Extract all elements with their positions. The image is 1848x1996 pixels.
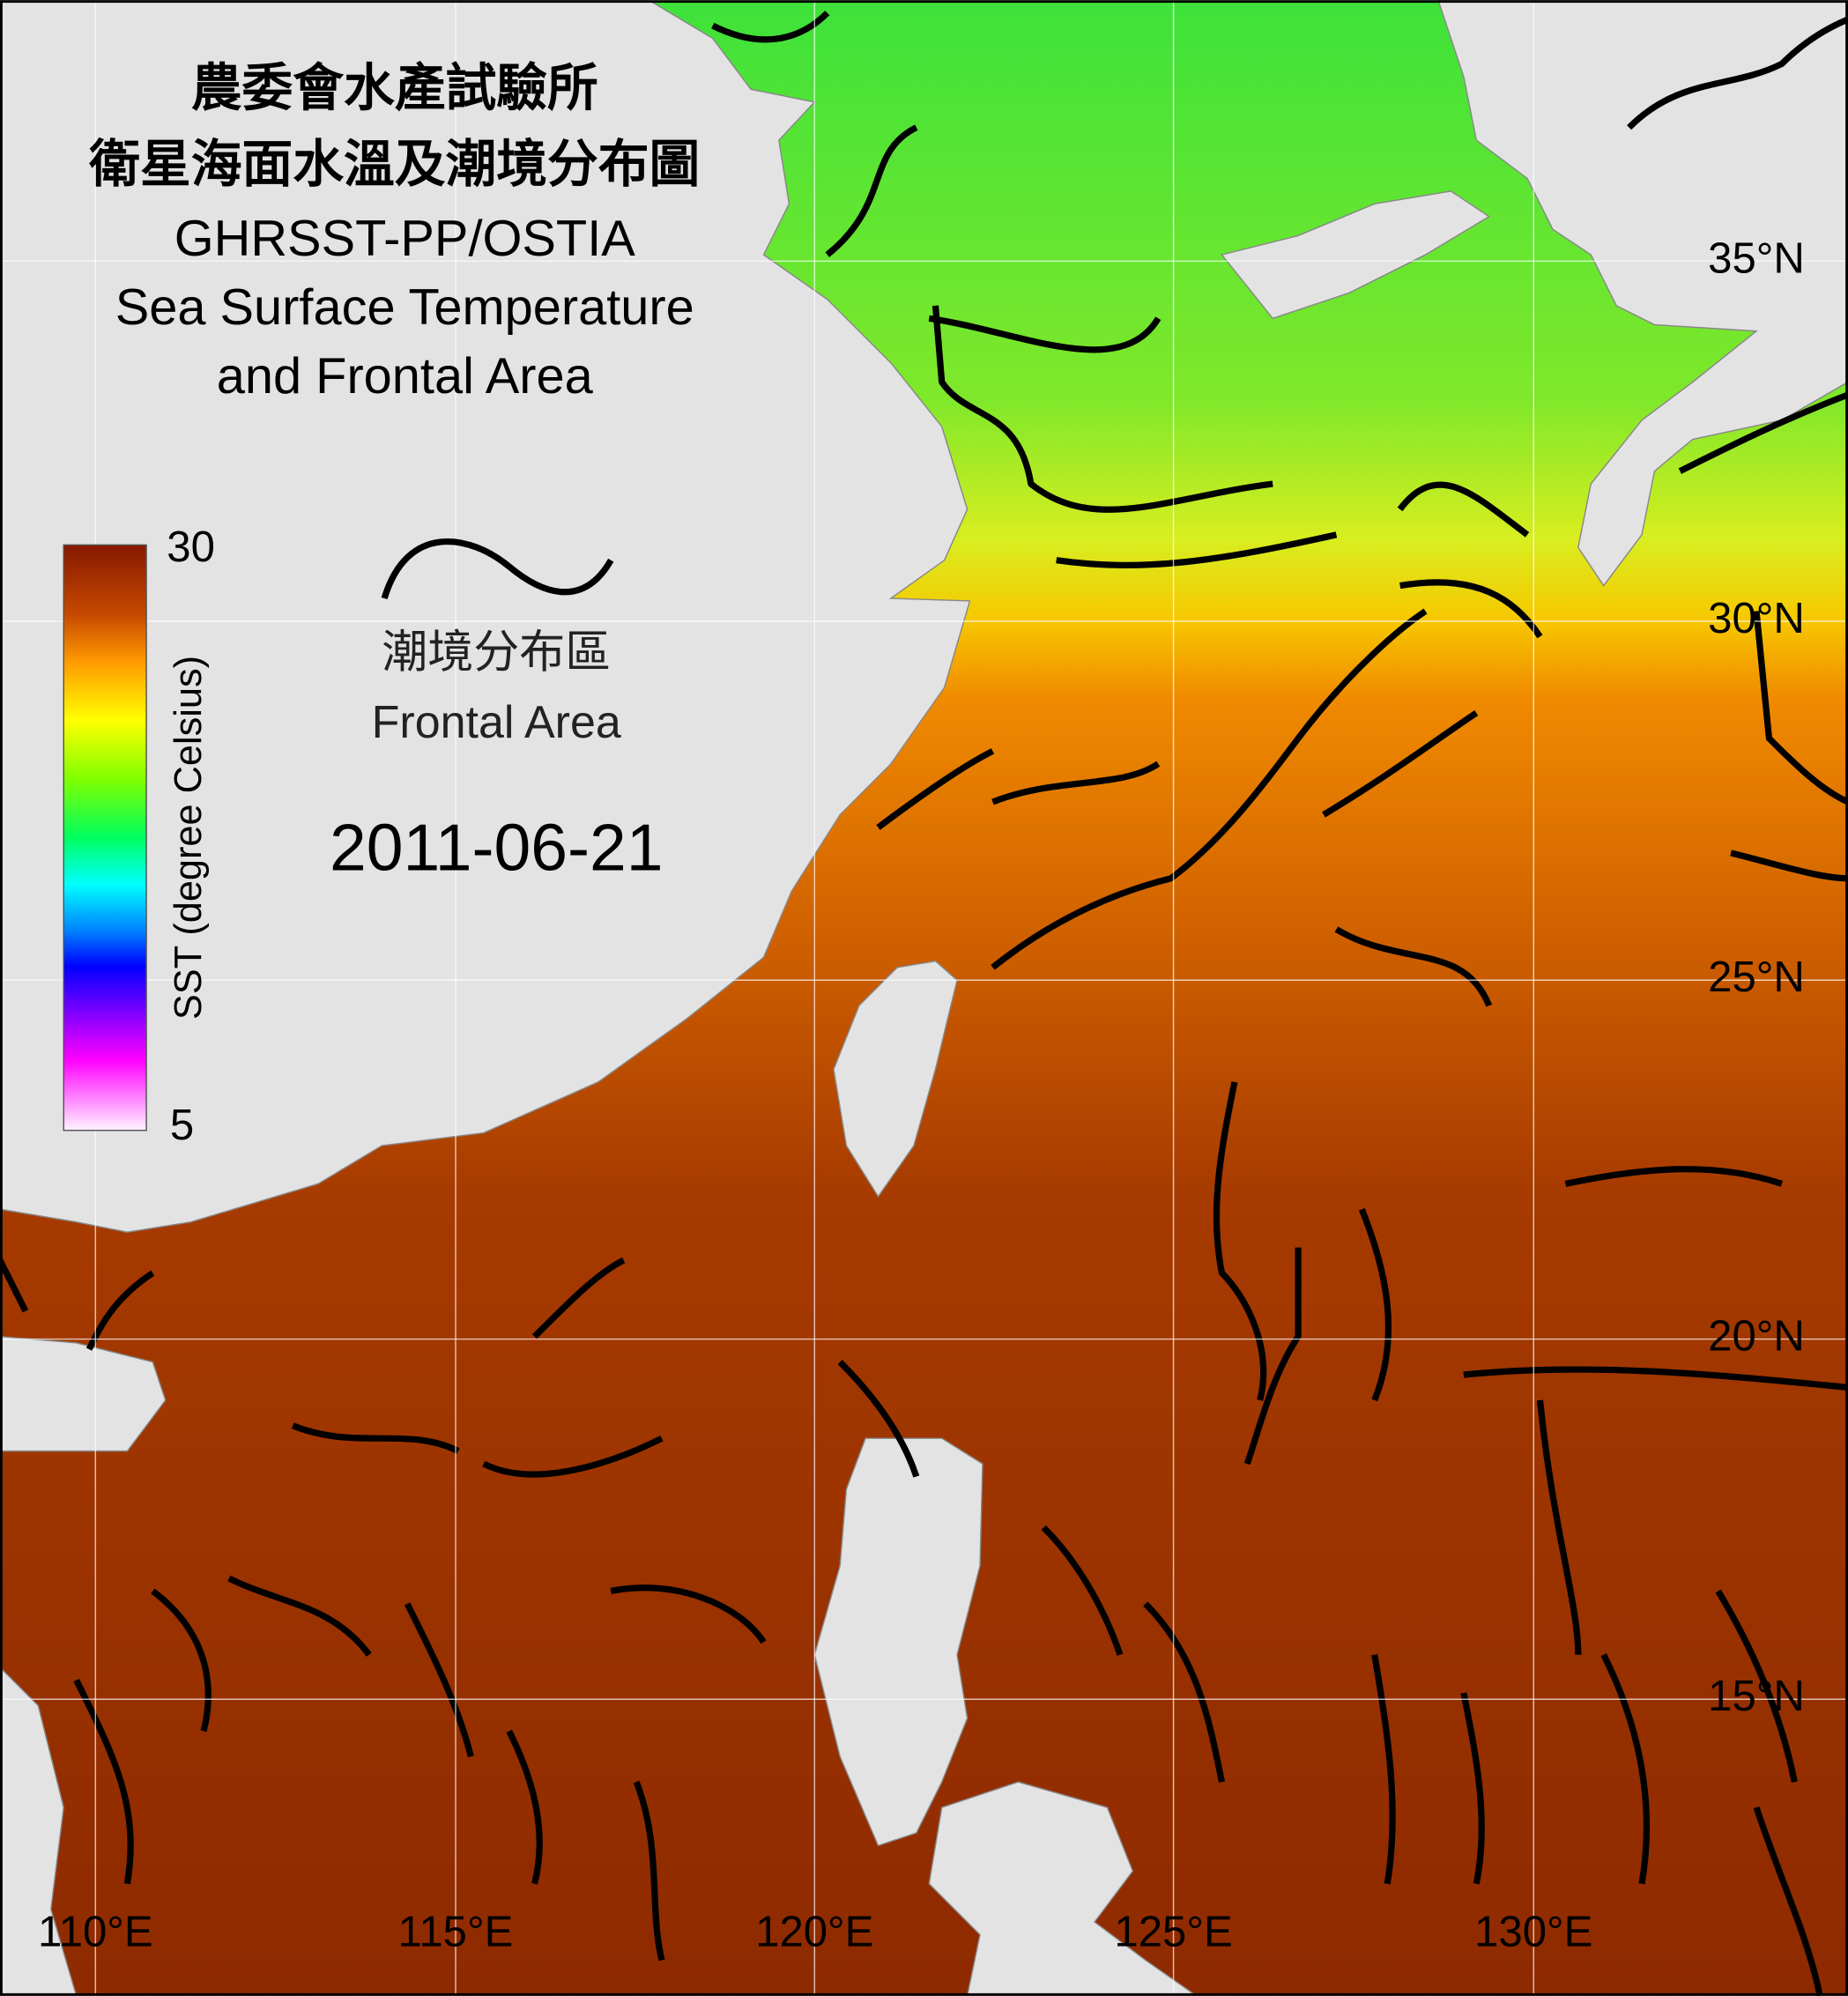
lon-label: 115°E xyxy=(398,1908,514,1955)
legend-label-en: Frontal Area xyxy=(372,697,621,748)
colorbar-label: SST (degree Celsius) xyxy=(167,656,210,1020)
land-taiwan xyxy=(833,960,958,1198)
lon-label: 130°E xyxy=(1474,1908,1592,1955)
lat-label: 35°N xyxy=(1708,234,1805,282)
lon-label: 120°E xyxy=(755,1908,873,1955)
colorbar-min: 5 xyxy=(170,1102,194,1149)
frontal-lines xyxy=(0,11,1848,1996)
title-line: 衛星海面水溫及潮境分布圖 xyxy=(88,137,700,193)
land-shandong xyxy=(1221,190,1491,320)
lon-label: 110°E xyxy=(38,1908,153,1955)
date: 2011-06-21 xyxy=(330,811,663,885)
title: 農委會水產試驗所 衛星海面水溫及潮境分布圖 GHRSST-PP/OSTIA Se… xyxy=(88,60,700,404)
land-visayas xyxy=(928,1781,1199,1996)
land-china xyxy=(0,0,971,1233)
title-line: GHRSST-PP/OSTIA xyxy=(174,211,636,267)
lat-label: 25°N xyxy=(1708,953,1805,1001)
lat-label: 15°N xyxy=(1708,1673,1805,1720)
colorbar-max: 30 xyxy=(167,523,215,571)
legend-label-zh: 潮境分布區 xyxy=(382,627,611,679)
lat-label: 20°N xyxy=(1708,1313,1805,1361)
land-luzon xyxy=(813,1437,983,1847)
land-korea-japan xyxy=(1437,0,1848,587)
land-hainan xyxy=(0,1335,167,1452)
grid-labels: 35°N 30°N 25°N 20°N 15°N 110°E 115°E 120… xyxy=(38,234,1805,1955)
land-indochina xyxy=(0,1666,78,1996)
lat-label: 30°N xyxy=(1708,595,1805,642)
lon-label: 125°E xyxy=(1114,1908,1232,1955)
title-line: and Frontal Area xyxy=(217,348,594,404)
title-line: Sea Surface Temperature xyxy=(115,279,694,336)
colorbar xyxy=(63,544,147,1132)
title-line: 農委會水產試驗所 xyxy=(191,60,598,116)
legend-symbol xyxy=(381,538,614,600)
